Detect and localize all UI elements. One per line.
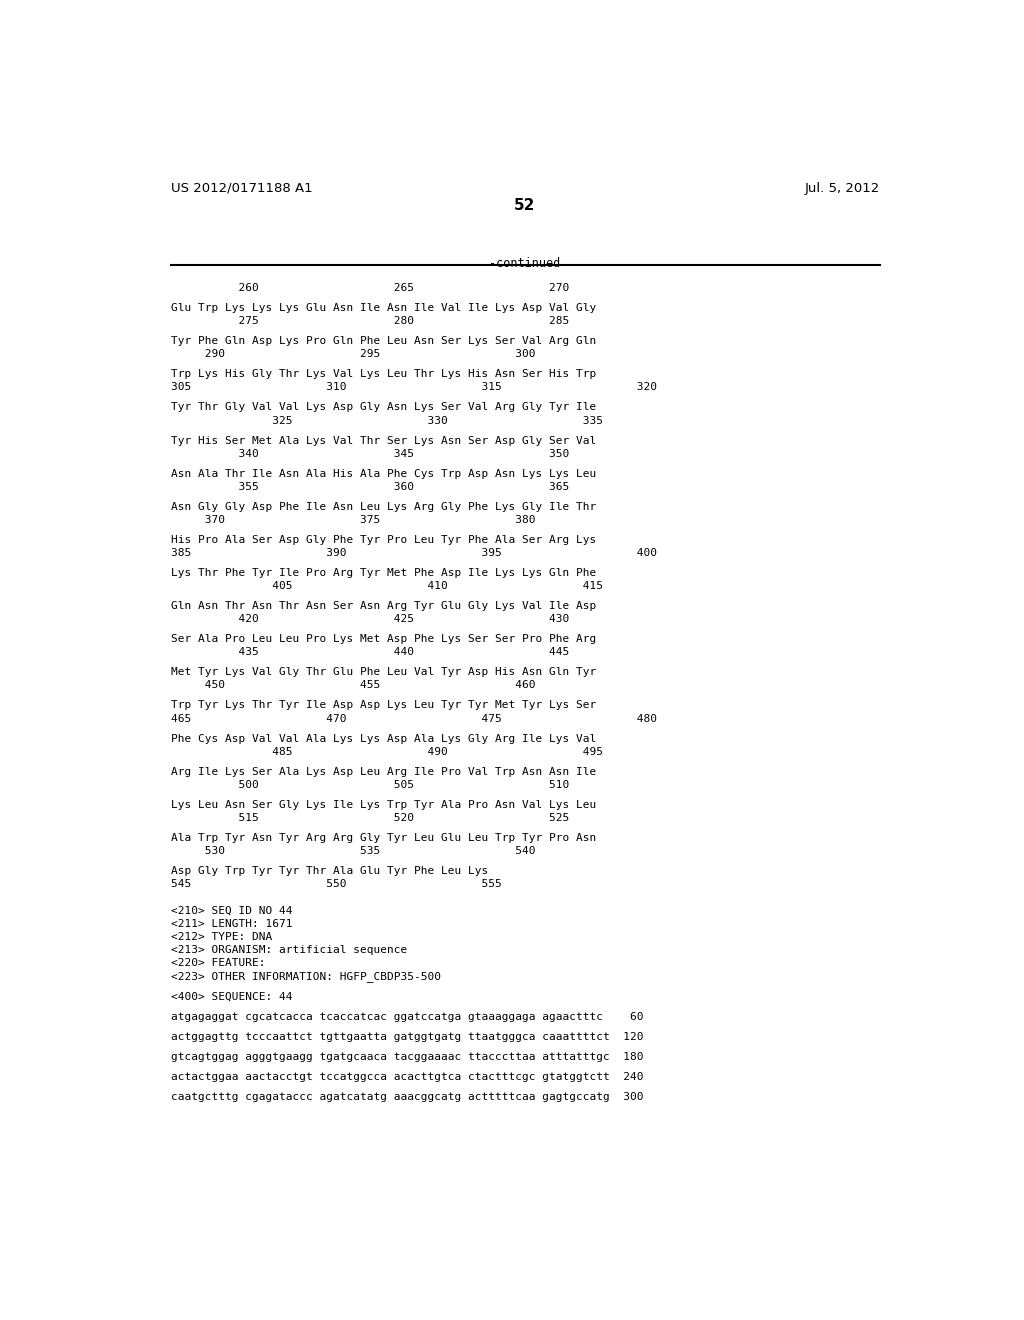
Text: Lys Leu Asn Ser Gly Lys Ile Lys Trp Tyr Ala Pro Asn Val Lys Leu: Lys Leu Asn Ser Gly Lys Ile Lys Trp Tyr … (171, 800, 596, 809)
Text: 420                    425                    430: 420 425 430 (171, 614, 569, 624)
Text: 370                    375                    380: 370 375 380 (171, 515, 536, 525)
Text: 465                    470                    475                    480: 465 470 475 480 (171, 714, 656, 723)
Text: <213> ORGANISM: artificial sequence: <213> ORGANISM: artificial sequence (171, 945, 407, 956)
Text: 385                    390                    395                    400: 385 390 395 400 (171, 548, 656, 558)
Text: Tyr Phe Gln Asp Lys Pro Gln Phe Leu Asn Ser Lys Ser Val Arg Gln: Tyr Phe Gln Asp Lys Pro Gln Phe Leu Asn … (171, 337, 596, 346)
Text: <211> LENGTH: 1671: <211> LENGTH: 1671 (171, 919, 292, 929)
Text: 260                    265                    270: 260 265 270 (171, 284, 569, 293)
Text: actggagttg tcccaattct tgttgaatta gatggtgatg ttaatgggca caaattttct  120: actggagttg tcccaattct tgttgaatta gatggtg… (171, 1032, 643, 1041)
Text: 545                    550                    555: 545 550 555 (171, 879, 502, 890)
Text: Met Tyr Lys Val Gly Thr Glu Phe Leu Val Tyr Asp His Asn Gln Tyr: Met Tyr Lys Val Gly Thr Glu Phe Leu Val … (171, 668, 596, 677)
Text: 340                    345                    350: 340 345 350 (171, 449, 569, 458)
Text: <210> SEQ ID NO 44: <210> SEQ ID NO 44 (171, 906, 292, 916)
Text: His Pro Ala Ser Asp Gly Phe Tyr Pro Leu Tyr Phe Ala Ser Arg Lys: His Pro Ala Ser Asp Gly Phe Tyr Pro Leu … (171, 535, 596, 545)
Text: Phe Cys Asp Val Val Ala Lys Lys Asp Ala Lys Gly Arg Ile Lys Val: Phe Cys Asp Val Val Ala Lys Lys Asp Ala … (171, 734, 596, 743)
Text: <212> TYPE: DNA: <212> TYPE: DNA (171, 932, 272, 942)
Text: 450                    455                    460: 450 455 460 (171, 681, 536, 690)
Text: <223> OTHER INFORMATION: HGFP_CBDP35-500: <223> OTHER INFORMATION: HGFP_CBDP35-500 (171, 972, 440, 982)
Text: 530                    535                    540: 530 535 540 (171, 846, 536, 855)
Text: Asp Gly Trp Tyr Tyr Thr Ala Glu Tyr Phe Leu Lys: Asp Gly Trp Tyr Tyr Thr Ala Glu Tyr Phe … (171, 866, 487, 876)
Text: 515                    520                    525: 515 520 525 (171, 813, 569, 822)
Text: Ser Ala Pro Leu Leu Pro Lys Met Asp Phe Lys Ser Ser Pro Phe Arg: Ser Ala Pro Leu Leu Pro Lys Met Asp Phe … (171, 635, 596, 644)
Text: gtcagtggag agggtgaagg tgatgcaaca tacggaaaac ttacccttaa atttatttgc  180: gtcagtggag agggtgaagg tgatgcaaca tacggaa… (171, 1052, 643, 1061)
Text: actactggaa aactacctgt tccatggcca acacttgtca ctactttcgc gtatggtctt  240: actactggaa aactacctgt tccatggcca acacttg… (171, 1072, 643, 1081)
Text: 485                    490                    495: 485 490 495 (171, 747, 603, 756)
Text: Asn Gly Gly Asp Phe Ile Asn Leu Lys Arg Gly Phe Lys Gly Ile Thr: Asn Gly Gly Asp Phe Ile Asn Leu Lys Arg … (171, 502, 596, 512)
Text: Gln Asn Thr Asn Thr Asn Ser Asn Arg Tyr Glu Gly Lys Val Ile Asp: Gln Asn Thr Asn Thr Asn Ser Asn Arg Tyr … (171, 601, 596, 611)
Text: Tyr Thr Gly Val Val Lys Asp Gly Asn Lys Ser Val Arg Gly Tyr Ile: Tyr Thr Gly Val Val Lys Asp Gly Asn Lys … (171, 403, 596, 412)
Text: <220> FEATURE:: <220> FEATURE: (171, 958, 265, 969)
Text: Jul. 5, 2012: Jul. 5, 2012 (805, 182, 880, 194)
Text: Asn Ala Thr Ile Asn Ala His Ala Phe Cys Trp Asp Asn Lys Lys Leu: Asn Ala Thr Ile Asn Ala His Ala Phe Cys … (171, 469, 596, 479)
Text: atgagaggat cgcatcacca tcaccatcac ggatccatga gtaaaggaga agaactttc    60: atgagaggat cgcatcacca tcaccatcac ggatcca… (171, 1011, 643, 1022)
Text: 305                    310                    315                    320: 305 310 315 320 (171, 383, 656, 392)
Text: 435                    440                    445: 435 440 445 (171, 647, 569, 657)
Text: caatgctttg cgagataccc agatcatatg aaacggcatg actttttcaa gagtgccatg  300: caatgctttg cgagataccc agatcatatg aaacggc… (171, 1092, 643, 1102)
Text: Trp Tyr Lys Thr Tyr Ile Asp Asp Lys Leu Tyr Tyr Met Tyr Lys Ser: Trp Tyr Lys Thr Tyr Ile Asp Asp Lys Leu … (171, 701, 596, 710)
Text: 355                    360                    365: 355 360 365 (171, 482, 569, 492)
Text: -continued: -continued (489, 257, 560, 271)
Text: 52: 52 (514, 198, 536, 214)
Text: US 2012/0171188 A1: US 2012/0171188 A1 (171, 182, 312, 194)
Text: Ala Trp Tyr Asn Tyr Arg Arg Gly Tyr Leu Glu Leu Trp Tyr Pro Asn: Ala Trp Tyr Asn Tyr Arg Arg Gly Tyr Leu … (171, 833, 596, 843)
Text: <400> SEQUENCE: 44: <400> SEQUENCE: 44 (171, 991, 292, 1002)
Text: 290                    295                    300: 290 295 300 (171, 350, 536, 359)
Text: Lys Thr Phe Tyr Ile Pro Arg Tyr Met Phe Asp Ile Lys Lys Gln Phe: Lys Thr Phe Tyr Ile Pro Arg Tyr Met Phe … (171, 568, 596, 578)
Text: 405                    410                    415: 405 410 415 (171, 581, 603, 591)
Text: 275                    280                    285: 275 280 285 (171, 317, 569, 326)
Text: 500                    505                    510: 500 505 510 (171, 780, 569, 789)
Text: Trp Lys His Gly Thr Lys Val Lys Leu Thr Lys His Asn Ser His Trp: Trp Lys His Gly Thr Lys Val Lys Leu Thr … (171, 370, 596, 379)
Text: Arg Ile Lys Ser Ala Lys Asp Leu Arg Ile Pro Val Trp Asn Asn Ile: Arg Ile Lys Ser Ala Lys Asp Leu Arg Ile … (171, 767, 596, 776)
Text: 325                    330                    335: 325 330 335 (171, 416, 603, 425)
Text: Glu Trp Lys Lys Lys Glu Asn Ile Asn Ile Val Ile Lys Asp Val Gly: Glu Trp Lys Lys Lys Glu Asn Ile Asn Ile … (171, 304, 596, 313)
Text: Tyr His Ser Met Ala Lys Val Thr Ser Lys Asn Ser Asp Gly Ser Val: Tyr His Ser Met Ala Lys Val Thr Ser Lys … (171, 436, 596, 446)
